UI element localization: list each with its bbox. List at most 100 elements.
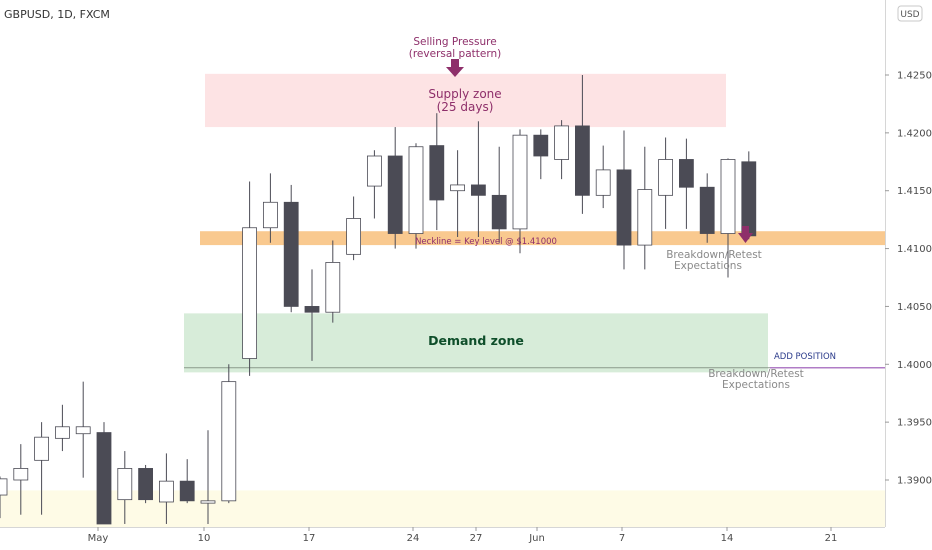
candle-body-up [450, 184, 466, 192]
candle[interactable] [720, 158, 736, 278]
add-position-label: ADD POSITION [774, 352, 836, 362]
x-tick-label: May [88, 533, 109, 544]
candle-body-down [387, 155, 403, 234]
candle[interactable] [616, 130, 632, 270]
candle[interactable] [387, 127, 403, 249]
candle-body-up [325, 262, 341, 313]
candle-body-down [304, 306, 320, 313]
y-tick-label: 1.42000 [897, 128, 932, 139]
breakdown-expectations-label-2: Expectations [722, 379, 790, 391]
candle[interactable] [512, 129, 528, 254]
down-arrow-icon [446, 59, 464, 77]
candle-body-down [491, 194, 507, 230]
candle-body-up [158, 480, 174, 503]
candle[interactable] [533, 129, 549, 180]
y-axis-background [886, 0, 932, 550]
candle[interactable] [55, 404, 70, 452]
x-tick-label: 24 [407, 533, 420, 544]
candle[interactable] [34, 422, 49, 515]
candle[interactable] [325, 240, 341, 323]
demand-zone-label: Demand zone [428, 333, 524, 348]
x-tick-label: 21 [825, 533, 838, 544]
candle-body-up [75, 426, 91, 435]
candle-body-up [637, 189, 653, 246]
candle-body-down [575, 125, 590, 196]
candle-body-up [200, 500, 216, 504]
breakdown-expectations-label-1: Expectations [674, 260, 742, 272]
selling-pressure-label: Selling Pressure [413, 36, 496, 48]
candle-body-up [117, 468, 133, 501]
candle[interactable] [13, 444, 29, 515]
candle[interactable] [96, 422, 112, 525]
candle[interactable] [429, 113, 445, 231]
candle[interactable] [637, 146, 653, 270]
neckline-label: Neckline = Key level @ $1.41000 [415, 237, 557, 247]
candle[interactable] [242, 181, 258, 376]
candle-body-up [408, 146, 424, 234]
demand-zone-rect [184, 313, 768, 373]
candle-body-up [0, 478, 8, 496]
candle-body-up [658, 159, 673, 196]
candle-body-down [699, 186, 715, 234]
x-tick-label: 27 [470, 533, 483, 544]
candle[interactable] [75, 381, 91, 478]
supply-zone-rect [205, 73, 726, 128]
candle[interactable] [200, 430, 216, 524]
candle[interactable] [699, 173, 715, 243]
y-tick-label: 1.40000 [897, 360, 932, 371]
candle-body-up [595, 169, 611, 196]
y-tick-label: 1.40500 [897, 302, 932, 313]
candle[interactable] [0, 476, 8, 519]
currency-button[interactable]: USD [897, 5, 923, 22]
supply-zone-sublabel: (25 days) [437, 100, 494, 114]
chart-symbol-title: GBPUSD, 1D, FXCM [4, 8, 110, 21]
candle-body-up [554, 125, 569, 160]
y-tick-label: 1.41000 [897, 244, 932, 255]
x-tick-label: 7 [619, 533, 625, 544]
breakdown-retest-label-1: Breakdown/Retest [666, 249, 762, 261]
candle[interactable] [408, 143, 424, 249]
candle[interactable] [554, 120, 569, 180]
candle-body-down [470, 184, 486, 196]
candle[interactable] [283, 184, 299, 313]
candle-body-down [429, 145, 445, 201]
candle-body-up [242, 227, 258, 359]
candle-body-up [346, 218, 362, 255]
breakdown-retest-label-2: Breakdown/Retest [708, 368, 804, 380]
x-tick-label: 10 [198, 533, 211, 544]
candle[interactable] [679, 138, 694, 229]
candle-body-down [616, 169, 632, 246]
candle[interactable] [595, 145, 611, 209]
candle[interactable] [491, 146, 507, 243]
candle[interactable] [158, 453, 174, 524]
y-tick-label: 1.39500 [897, 418, 932, 429]
candle[interactable] [366, 150, 382, 219]
candle-body-down [533, 134, 549, 157]
neckline-band [200, 231, 885, 246]
candle[interactable] [575, 75, 590, 214]
down-arrow-icon [738, 226, 753, 243]
candle[interactable] [221, 364, 237, 504]
candle[interactable] [304, 269, 320, 361]
candle[interactable] [179, 459, 195, 504]
candle-body-up [262, 201, 278, 229]
candle-body-up [720, 159, 736, 234]
candle-body-up [366, 155, 382, 187]
currency-button-label: USD [900, 10, 919, 20]
candle-body-down [283, 201, 299, 307]
candle[interactable] [262, 173, 278, 243]
x-tick-label: 17 [303, 533, 316, 544]
candle[interactable] [117, 451, 133, 524]
candle-body-up [512, 134, 528, 230]
candle-body-down [679, 159, 694, 188]
candle[interactable] [138, 464, 154, 504]
candle-body-down [741, 161, 757, 237]
candle[interactable] [450, 150, 466, 237]
candle[interactable] [658, 137, 673, 229]
candle[interactable] [470, 121, 486, 237]
candle-body-up [55, 426, 70, 439]
candle[interactable] [346, 196, 362, 261]
y-tick-label: 1.39000 [897, 476, 932, 487]
supply-zone-label: Supply zone [428, 87, 501, 101]
